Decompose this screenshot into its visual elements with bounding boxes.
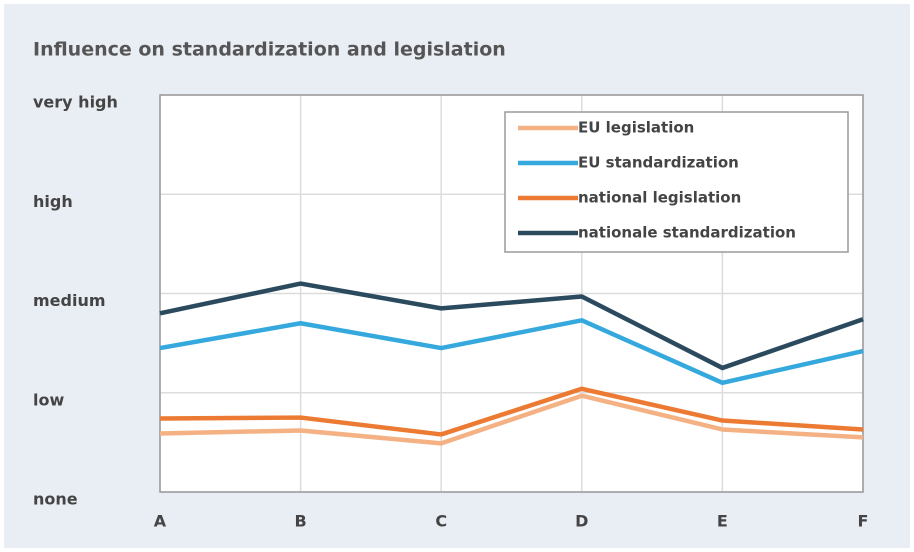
legend [504,111,849,253]
x-tick-label: B [294,512,306,531]
line [159,318,864,386]
line [159,393,864,446]
legend-label: national legislation [578,189,741,207]
y-tick-label: none [33,490,78,509]
y-tick-label: low [33,390,64,409]
x-tick-label: F [858,512,869,531]
x-tick-label: A [154,512,167,531]
y-tick-label: medium [33,291,106,310]
chart-title: Influence on standardization and legisla… [33,39,506,61]
legend-label: nationale standardization [578,224,796,242]
line [159,281,864,371]
legend-label: EU standardization [578,154,739,172]
y-tick-label: very high [33,93,118,112]
legend-label: EU legislation [578,119,694,137]
line [159,386,864,437]
x-tick-label: D [575,512,588,531]
plot-frame [159,94,864,493]
y-tick-label: high [33,192,73,211]
x-tick-label: C [435,512,447,531]
x-tick-label: E [717,512,728,531]
